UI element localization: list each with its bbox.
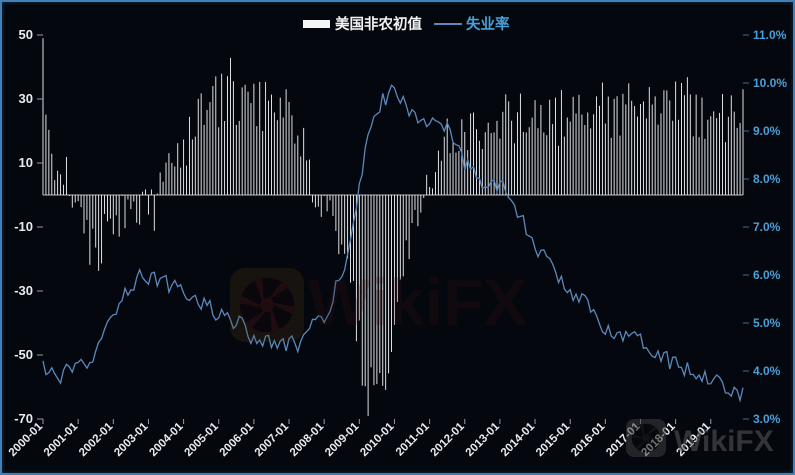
svg-text:2015-01: 2015-01 bbox=[534, 420, 573, 459]
svg-text:-30: -30 bbox=[14, 283, 33, 298]
svg-text:2012-01: 2012-01 bbox=[429, 420, 468, 459]
svg-text:失业率: 失业率 bbox=[466, 15, 510, 33]
svg-text:2000-01: 2000-01 bbox=[7, 420, 46, 459]
svg-text:2011-01: 2011-01 bbox=[394, 420, 432, 458]
svg-text:WikiFX: WikiFX bbox=[308, 265, 527, 339]
svg-text:2005-01: 2005-01 bbox=[183, 420, 222, 459]
svg-text:30: 30 bbox=[19, 91, 33, 106]
svg-text:2007-01: 2007-01 bbox=[253, 420, 292, 459]
svg-text:5.0%: 5.0% bbox=[753, 316, 781, 330]
svg-text:-50: -50 bbox=[14, 347, 33, 362]
svg-text:2006-01: 2006-01 bbox=[218, 420, 257, 459]
svg-text:2009-01: 2009-01 bbox=[323, 420, 362, 459]
svg-text:-70: -70 bbox=[14, 411, 33, 426]
svg-text:6.0%: 6.0% bbox=[753, 268, 781, 282]
svg-text:WikiFX: WikiFX bbox=[674, 425, 774, 458]
svg-text:3.0%: 3.0% bbox=[753, 412, 781, 426]
svg-text:11.0%: 11.0% bbox=[753, 28, 787, 42]
svg-text:2001-01: 2001-01 bbox=[42, 420, 81, 459]
svg-text:2013-01: 2013-01 bbox=[464, 420, 503, 459]
svg-text:2004-01: 2004-01 bbox=[147, 420, 186, 459]
svg-text:10: 10 bbox=[19, 155, 33, 170]
svg-text:2014-01: 2014-01 bbox=[499, 420, 538, 459]
svg-text:2016-01: 2016-01 bbox=[569, 420, 608, 459]
svg-text:4.0%: 4.0% bbox=[753, 364, 781, 378]
svg-text:-10: -10 bbox=[14, 219, 33, 234]
svg-text:9.0%: 9.0% bbox=[753, 124, 781, 138]
svg-text:美国非农初值: 美国非农初值 bbox=[335, 15, 422, 33]
svg-text:7.0%: 7.0% bbox=[753, 220, 781, 234]
svg-text:2002-01: 2002-01 bbox=[77, 420, 116, 459]
svg-text:2003-01: 2003-01 bbox=[112, 420, 151, 459]
svg-text:50: 50 bbox=[19, 27, 33, 42]
svg-text:8.0%: 8.0% bbox=[753, 172, 781, 186]
svg-text:2010-01: 2010-01 bbox=[358, 420, 397, 459]
svg-text:10.0%: 10.0% bbox=[753, 76, 787, 90]
svg-text:2008-01: 2008-01 bbox=[288, 420, 327, 459]
